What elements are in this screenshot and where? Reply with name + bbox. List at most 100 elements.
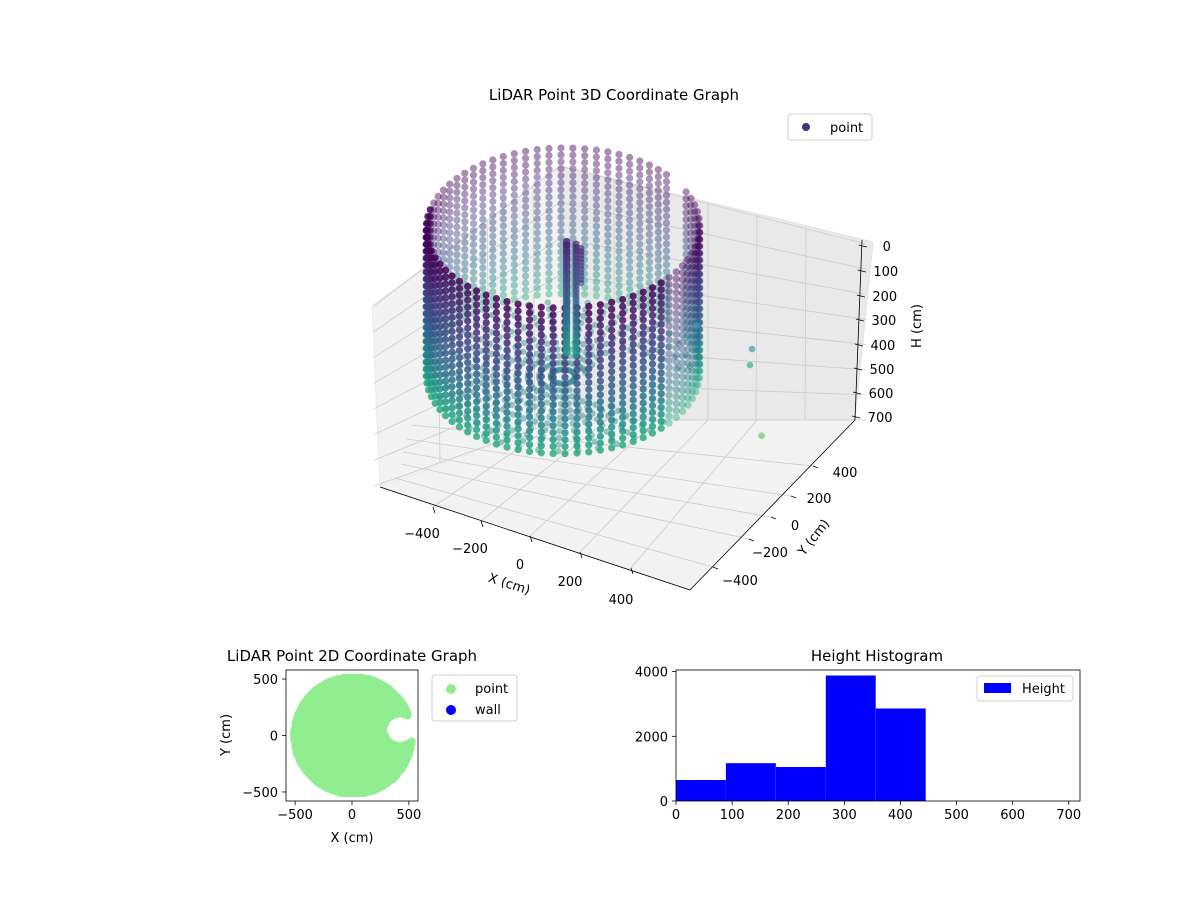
scatter-point xyxy=(448,376,456,384)
scatter-point xyxy=(434,192,442,200)
scatter-point xyxy=(464,386,472,394)
scatter-point xyxy=(694,270,702,278)
scatter-point xyxy=(557,283,565,291)
scatter-point xyxy=(696,249,704,257)
scatter-point xyxy=(604,266,612,274)
scatter-point xyxy=(492,378,500,386)
scatter-point xyxy=(678,310,687,318)
scatter-point xyxy=(608,319,616,327)
scatter-point xyxy=(645,168,654,176)
scatter-point xyxy=(526,434,534,442)
scatter-point xyxy=(639,364,647,372)
scatter-point xyxy=(657,327,665,335)
scatter-point xyxy=(488,427,495,434)
scatter-point xyxy=(492,398,500,407)
scatter-point xyxy=(492,357,500,365)
scatter-point xyxy=(514,446,522,454)
scatter-point xyxy=(499,256,507,265)
x-tick-mark xyxy=(480,520,484,528)
scatter-point xyxy=(665,343,673,351)
scatter-point xyxy=(545,200,553,208)
scatter-point xyxy=(561,436,569,444)
scatter-point xyxy=(639,434,647,442)
scatter-point xyxy=(608,409,616,417)
scatter-point xyxy=(520,324,528,331)
scatter-point xyxy=(662,295,671,303)
scatter-point xyxy=(526,316,534,324)
scatter-point xyxy=(436,260,444,268)
scatter-point xyxy=(522,230,530,239)
scatter-point xyxy=(569,227,577,235)
scatter-point xyxy=(549,449,557,458)
scatter-point xyxy=(592,229,601,237)
scatter-point xyxy=(492,433,500,441)
scatter-point xyxy=(469,240,478,249)
scatter-point xyxy=(694,277,702,285)
scatter-point xyxy=(537,393,545,401)
scatter-point xyxy=(696,353,704,361)
y-axis-label-3d: Y (cm) xyxy=(795,517,833,560)
scatter-point xyxy=(489,177,497,185)
scatter-point xyxy=(672,413,680,421)
scatter-point-outlier xyxy=(748,345,756,353)
scatter-point xyxy=(526,350,534,359)
scatter-point xyxy=(453,209,461,217)
scatter-point xyxy=(639,420,647,428)
scatter-point xyxy=(696,221,704,230)
scatter-point xyxy=(522,189,530,197)
scatter-point xyxy=(629,299,637,307)
scatter-point xyxy=(645,161,654,169)
z-tick-label: 0 xyxy=(883,240,891,255)
scatter-point xyxy=(526,323,534,331)
scatter-point xyxy=(492,295,500,303)
scatter-point xyxy=(695,270,703,278)
scatter-point xyxy=(629,403,637,411)
scatter-point xyxy=(687,298,695,306)
scatter-point xyxy=(615,254,623,262)
scatter-point xyxy=(479,278,487,286)
scatter-point xyxy=(678,269,687,277)
scatter-point xyxy=(537,372,545,381)
scatter-point xyxy=(692,388,700,396)
scatter-point xyxy=(662,184,671,193)
scatter-point xyxy=(684,387,692,395)
scatter-point xyxy=(619,351,627,359)
scatter-point xyxy=(585,365,593,373)
scatter-point xyxy=(626,209,634,217)
scatter-point xyxy=(549,394,557,402)
scatter-point xyxy=(691,312,699,320)
scatter-point xyxy=(489,184,497,192)
scatter-point xyxy=(464,393,472,401)
scatter-point xyxy=(479,222,487,230)
scatter-point xyxy=(461,169,469,177)
scatter-point xyxy=(453,230,461,238)
scatter-point xyxy=(695,298,704,306)
scatter-point xyxy=(448,279,456,287)
scatter-point xyxy=(665,273,673,282)
scatter-point xyxy=(596,308,605,316)
scatter-point xyxy=(672,296,680,304)
scatter-point xyxy=(441,322,450,330)
scatter-point xyxy=(629,320,637,328)
scatter-point xyxy=(608,312,616,320)
scatter-point xyxy=(629,327,637,335)
scatter-point xyxy=(604,169,612,177)
scatter-point xyxy=(461,252,469,260)
x-tick-mark xyxy=(432,506,436,514)
scatter-point xyxy=(657,313,665,322)
scatter-point xyxy=(482,305,490,313)
scatter-point xyxy=(585,385,593,394)
scatter-point xyxy=(657,397,665,405)
scatter-point xyxy=(469,275,478,283)
scatter-point xyxy=(678,290,687,298)
scatter-point xyxy=(692,291,700,299)
scatter-point xyxy=(657,286,665,294)
scatter-point xyxy=(425,240,433,248)
scatter-point xyxy=(695,221,703,230)
scatter-point xyxy=(688,346,696,354)
scatter-point xyxy=(545,290,553,298)
scatter-point xyxy=(688,360,696,368)
scatter-point xyxy=(549,366,557,374)
scatter-point xyxy=(682,188,690,196)
scatter-point xyxy=(695,214,703,223)
